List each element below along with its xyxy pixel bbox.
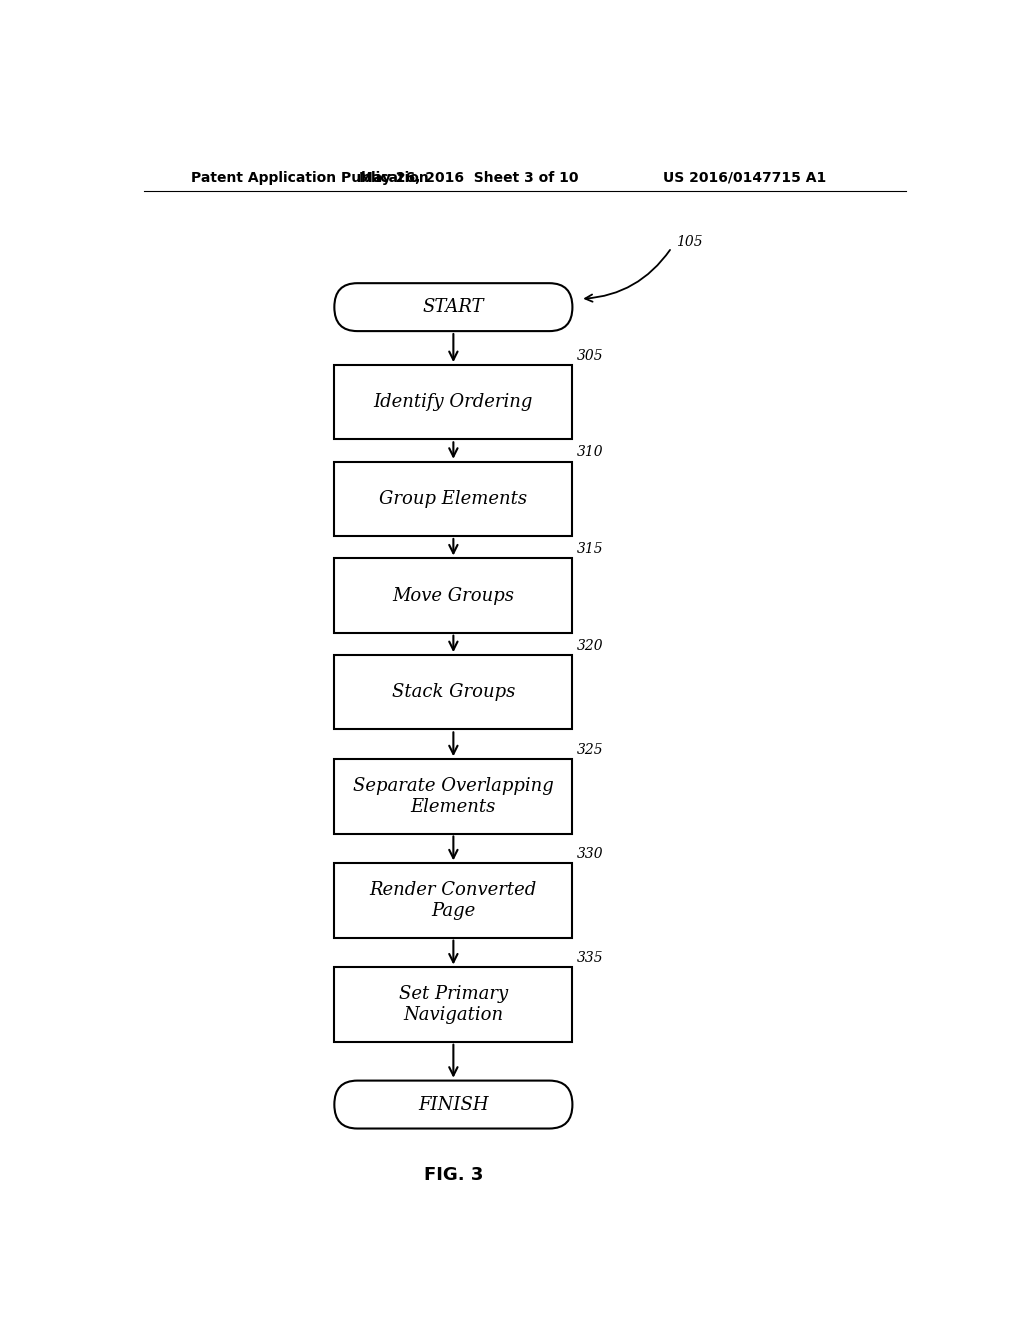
Text: Set Primary
Navigation: Set Primary Navigation — [398, 985, 508, 1024]
Text: May 26, 2016  Sheet 3 of 10: May 26, 2016 Sheet 3 of 10 — [359, 170, 579, 185]
Text: 105: 105 — [676, 235, 702, 249]
Text: Stack Groups: Stack Groups — [392, 684, 515, 701]
FancyBboxPatch shape — [334, 863, 572, 937]
FancyBboxPatch shape — [334, 462, 572, 536]
FancyBboxPatch shape — [334, 759, 572, 833]
FancyBboxPatch shape — [334, 655, 572, 730]
Text: 330: 330 — [577, 847, 603, 861]
Text: 315: 315 — [577, 543, 603, 556]
FancyBboxPatch shape — [334, 968, 572, 1041]
Text: 325: 325 — [577, 743, 603, 756]
Text: US 2016/0147715 A1: US 2016/0147715 A1 — [664, 170, 826, 185]
Text: 305: 305 — [577, 348, 603, 363]
Text: Patent Application Publication: Patent Application Publication — [191, 170, 429, 185]
Text: START: START — [423, 298, 484, 317]
FancyBboxPatch shape — [334, 366, 572, 440]
Text: Move Groups: Move Groups — [392, 586, 514, 605]
FancyBboxPatch shape — [334, 284, 572, 331]
Text: Separate Overlapping
Elements: Separate Overlapping Elements — [353, 777, 554, 816]
Text: FINISH: FINISH — [418, 1096, 488, 1114]
FancyBboxPatch shape — [334, 1081, 572, 1129]
Text: 335: 335 — [577, 950, 603, 965]
Text: 310: 310 — [577, 445, 603, 459]
Text: 320: 320 — [577, 639, 603, 652]
Text: Render Converted
Page: Render Converted Page — [370, 880, 537, 920]
FancyBboxPatch shape — [334, 558, 572, 632]
Text: Identify Ordering: Identify Ordering — [374, 393, 534, 411]
Text: FIG. 3: FIG. 3 — [424, 1166, 483, 1184]
Text: Group Elements: Group Elements — [379, 490, 527, 508]
